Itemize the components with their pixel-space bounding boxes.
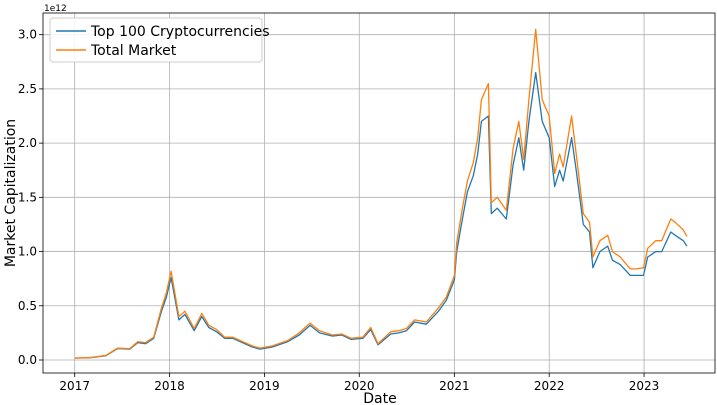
x-tick-label: 2023 bbox=[629, 379, 660, 393]
x-tick-label: 2020 bbox=[344, 379, 375, 393]
legend-label-top-100: Top 100 Cryptocurrencies bbox=[90, 24, 270, 40]
axes: 0.0 0.5 1.0 1.5 2.0 2.5 3.0 2017 2018 2019 2020 202… bbox=[18, 12, 716, 393]
y-tick-label: 2.5 bbox=[18, 82, 37, 96]
grid bbox=[43, 13, 715, 373]
y-axis-title: Market Capitalization bbox=[3, 119, 19, 267]
series-line-top-100 bbox=[74, 71, 688, 359]
legend: Top 100 Cryptocurrencies Total Market bbox=[49, 17, 270, 63]
plot-frame bbox=[42, 12, 716, 374]
series-lines bbox=[74, 28, 688, 359]
x-tick-label: 2017 bbox=[59, 379, 90, 393]
y-tick-label: 0.0 bbox=[18, 353, 37, 367]
series-line-total-market bbox=[74, 28, 688, 359]
legend-frame bbox=[49, 17, 263, 63]
y-tick-label: 3.0 bbox=[18, 28, 37, 42]
legend-label-total-market: Total Market bbox=[90, 43, 177, 59]
x-tick-label: 2022 bbox=[534, 379, 565, 393]
x-tick-label: 2019 bbox=[249, 379, 280, 393]
y-axis-offset-text: 1e12 bbox=[44, 4, 67, 14]
y-tick-label: 0.5 bbox=[18, 299, 37, 313]
y-tick-label: 1.0 bbox=[18, 245, 37, 259]
x-tick-label: 2018 bbox=[154, 379, 185, 393]
y-tick-label: 1.5 bbox=[18, 190, 37, 204]
x-axis-title: Date bbox=[363, 391, 396, 405]
y-tick-label: 2.0 bbox=[18, 136, 37, 150]
x-tick-label: 2021 bbox=[439, 379, 470, 393]
